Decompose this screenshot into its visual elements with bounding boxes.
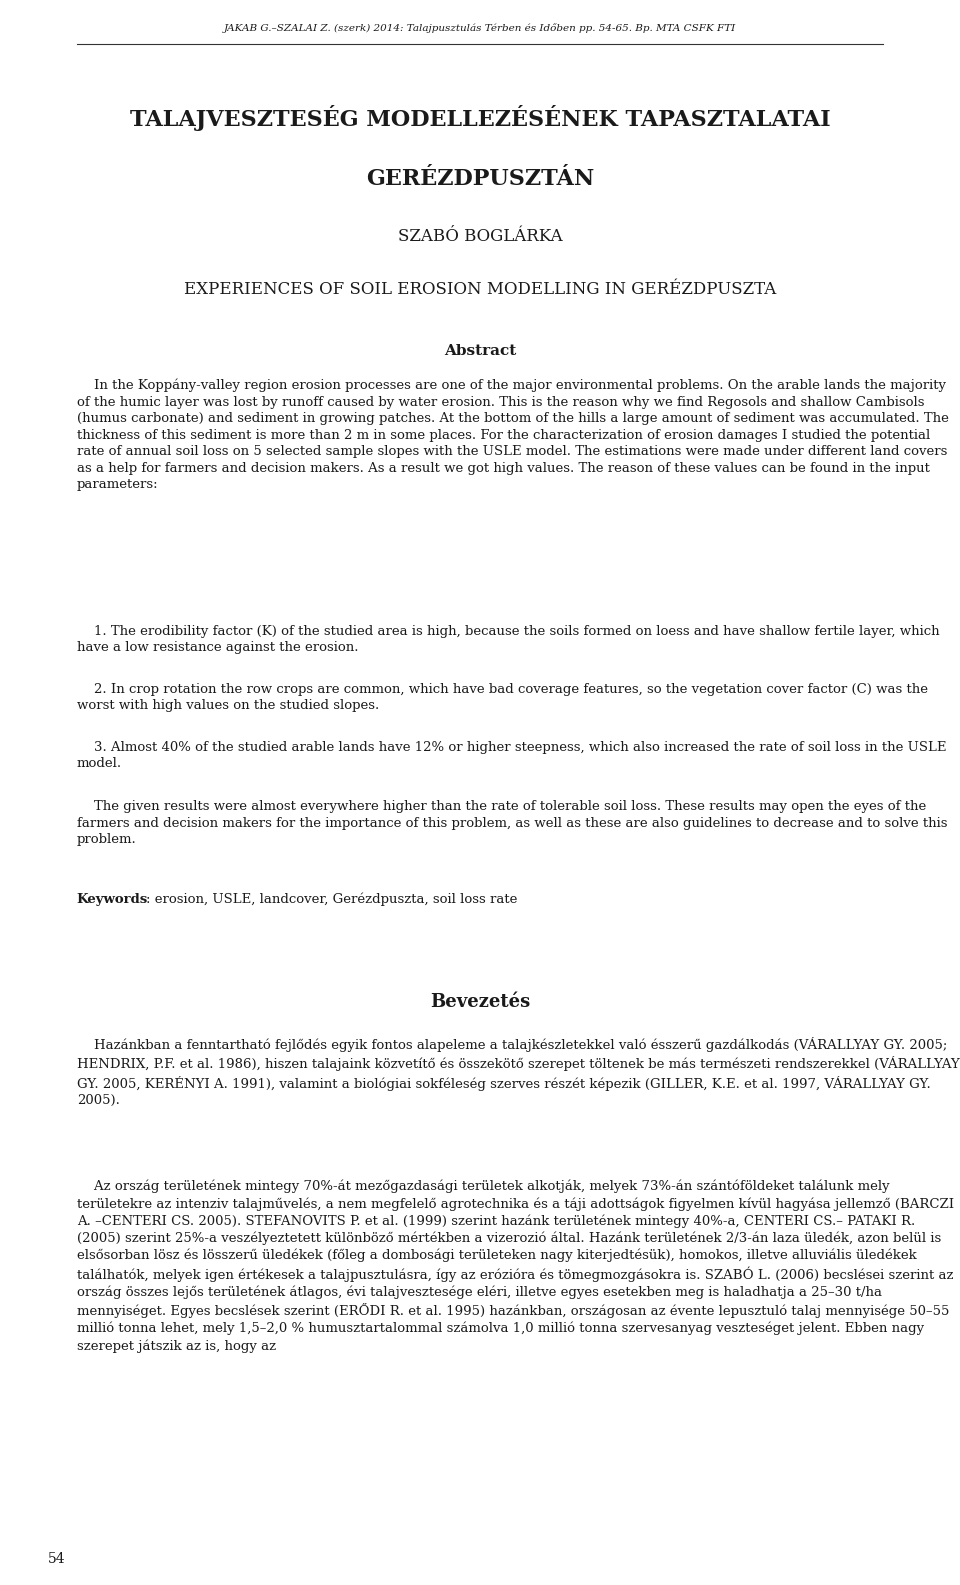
Text: 2. In crop rotation the row crops are common, which have bad coverage features, : 2. In crop rotation the row crops are co…: [77, 683, 927, 712]
Text: JAKAB G.–SZALAI Z. (szerk) 2014: Talajpusztulás Térben és Időben pp. 54-65. Bp. : JAKAB G.–SZALAI Z. (szerk) 2014: Talajpu…: [224, 24, 736, 33]
Text: EXPERIENCES OF SOIL EROSION MODELLING IN GERÉZDPUSZTA: EXPERIENCES OF SOIL EROSION MODELLING IN…: [184, 281, 776, 298]
Text: In the Koppány-valley region erosion processes are one of the major environmenta: In the Koppány-valley region erosion pro…: [77, 379, 948, 491]
Text: SZABÓ BOGLÁRKA: SZABÓ BOGLÁRKA: [397, 228, 563, 246]
Text: The given results were almost everywhere higher than the rate of tolerable soil : The given results were almost everywhere…: [77, 800, 948, 846]
Text: Abstract: Abstract: [444, 344, 516, 358]
Text: Hazánkban a fenntartható fejlődés egyik fontos alapeleme a talajkészletekkel val: Hazánkban a fenntartható fejlődés egyik …: [77, 1037, 960, 1108]
Text: TALAJVESZTESÉG MODELLEZÉSÉNEK TAPASZTALATAI: TALAJVESZTESÉG MODELLEZÉSÉNEK TAPASZTALA…: [130, 105, 830, 130]
Text: 54: 54: [48, 1552, 65, 1566]
Text: 3. Almost 40% of the studied arable lands have 12% or higher steepness, which al: 3. Almost 40% of the studied arable land…: [77, 740, 947, 770]
Text: : erosion, USLE, landcover, Gerézdpuszta, soil loss rate: : erosion, USLE, landcover, Gerézdpuszta…: [146, 892, 517, 907]
Text: Bevezetés: Bevezetés: [430, 992, 530, 1011]
Text: GERÉZDPUSZTÁN: GERÉZDPUSZTÁN: [366, 168, 594, 190]
Text: Az ország területének mintegy 70%-át mezőgazdasági területek alkotják, melyek 73: Az ország területének mintegy 70%-át mez…: [77, 1179, 954, 1352]
Text: 1. The erodibility factor (K) of the studied area is high, because the soils for: 1. The erodibility factor (K) of the stu…: [77, 624, 940, 655]
Text: Keywords: Keywords: [77, 892, 148, 907]
